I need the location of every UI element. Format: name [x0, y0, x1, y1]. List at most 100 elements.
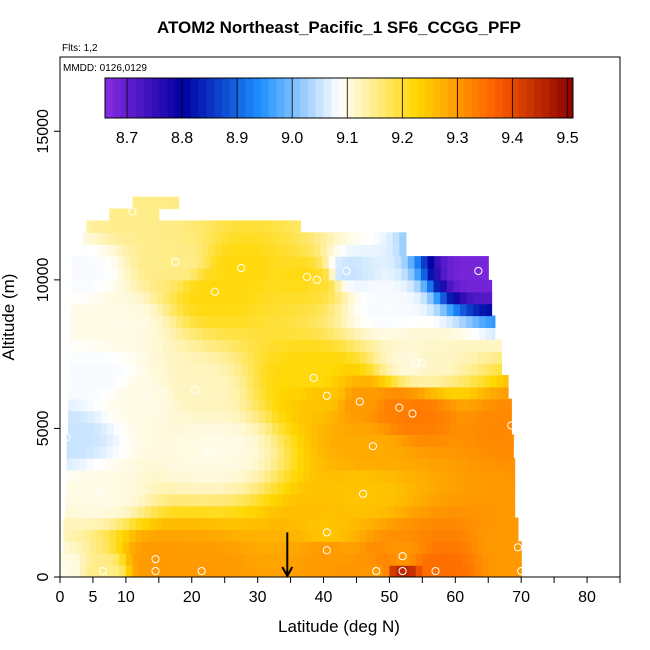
heatmap-cell: [75, 386, 83, 400]
heatmap-cell: [359, 517, 367, 531]
heatmap-cell: [422, 470, 430, 483]
heatmap-cell: [162, 517, 170, 531]
heatmap-cell: [129, 232, 137, 245]
heatmap-cell: [193, 398, 201, 412]
heatmap-cell: [106, 458, 114, 471]
heatmap-cell: [264, 220, 272, 233]
sample-point: [322, 528, 331, 537]
heatmap-cell: [133, 410, 141, 424]
heatmap-cell: [394, 493, 402, 507]
heatmap-cell: [491, 339, 499, 352]
heatmap-cell: [397, 374, 406, 388]
heatmap-cell: [79, 434, 87, 447]
heatmap-cell: [81, 386, 89, 400]
heatmap-cell: [387, 303, 395, 317]
heatmap-cell: [97, 279, 105, 293]
heatmap-cell: [163, 279, 171, 293]
heatmap-cell: [384, 374, 392, 388]
colorbar-swatch: [151, 78, 161, 118]
heatmap-cell: [66, 553, 74, 566]
heatmap-cell: [290, 470, 298, 483]
heatmap-cell: [231, 458, 239, 471]
curtain-heatmap: [60, 196, 522, 577]
heatmap-cell: [467, 505, 475, 519]
heatmap-cell: [368, 267, 376, 281]
sample-points: [60, 207, 526, 576]
heatmap-cell: [489, 398, 497, 412]
heatmap-cell: [248, 315, 256, 328]
heatmap-cell: [341, 493, 350, 507]
heatmap-cell: [335, 505, 343, 519]
heatmap-cell: [321, 279, 329, 293]
heatmap-cell: [136, 315, 144, 328]
heatmap-cell: [504, 541, 512, 554]
heatmap-cell: [440, 505, 448, 519]
heatmap-cell: [197, 267, 205, 281]
heatmap-cell: [65, 493, 73, 507]
heatmap-cell: [91, 256, 99, 269]
heatmap-cell: [475, 470, 483, 483]
y-tick-label: 15000: [35, 109, 52, 154]
heatmap-cell: [274, 327, 282, 340]
heatmap-cell: [442, 481, 450, 495]
heatmap-cell: [96, 327, 105, 340]
heatmap-cell: [276, 256, 284, 269]
heatmap-cell: [478, 339, 486, 352]
heatmap-cell: [338, 374, 346, 388]
heatmap-cell: [420, 291, 428, 305]
heatmap-cell: [331, 398, 339, 412]
heatmap-cell: [110, 303, 118, 317]
plot-frame: [59, 56, 621, 578]
heatmap-cell: [232, 398, 240, 412]
heatmap-cell: [221, 339, 229, 352]
colorbar-swatch: [370, 78, 379, 118]
heatmap-cell: [140, 422, 148, 435]
heatmap-cell: [222, 279, 230, 293]
heatmap-cell: [143, 279, 151, 293]
heatmap-cell: [179, 410, 188, 424]
heatmap-cell: [501, 565, 509, 577]
heatmap-cell: [165, 565, 173, 577]
heatmap-cell: [132, 434, 140, 447]
heatmap-cell: [293, 244, 302, 257]
heatmap-cell: [181, 351, 190, 364]
heatmap-cell: [460, 505, 468, 519]
heatmap-cell: [201, 339, 209, 352]
heatmap-cell: [410, 398, 418, 412]
heatmap-cell: [237, 446, 246, 459]
heatmap-cell: [483, 386, 491, 400]
heatmap-cell: [425, 363, 433, 376]
heatmap-cell: [253, 374, 261, 388]
heatmap-cell: [334, 279, 342, 293]
heatmap-cell: [89, 244, 97, 257]
heatmap-cell: [328, 256, 336, 269]
heatmap-cell: [340, 363, 348, 376]
heatmap-cell: [186, 422, 194, 435]
heatmap-cell: [106, 553, 114, 566]
heatmap-cell: [336, 446, 344, 459]
heatmap-cell: [234, 363, 242, 376]
heatmap-cell: [94, 398, 102, 412]
heatmap-cell: [249, 267, 257, 281]
heatmap-cell: [415, 470, 423, 483]
heatmap-cell: [211, 446, 219, 459]
heatmap-cell: [411, 386, 419, 400]
heatmap-cell: [494, 446, 503, 459]
heatmap-cell: [71, 279, 79, 293]
heatmap-cell: [390, 398, 398, 412]
heatmap-cell: [200, 374, 208, 388]
heatmap-cell: [363, 458, 371, 471]
heatmap-cell: [328, 303, 336, 317]
heatmap-cell: [181, 244, 190, 257]
heatmap-cell: [412, 351, 420, 364]
heatmap-cell: [293, 351, 302, 364]
heatmap-cell: [92, 458, 101, 471]
heatmap-cell: [374, 279, 382, 293]
heatmap-cell: [139, 553, 147, 566]
heatmap-cell: [472, 327, 480, 340]
heatmap-cell: [213, 374, 221, 388]
heatmap-cell: [229, 303, 237, 317]
heatmap-cell: [498, 541, 506, 554]
heatmap-cell: [427, 256, 435, 269]
